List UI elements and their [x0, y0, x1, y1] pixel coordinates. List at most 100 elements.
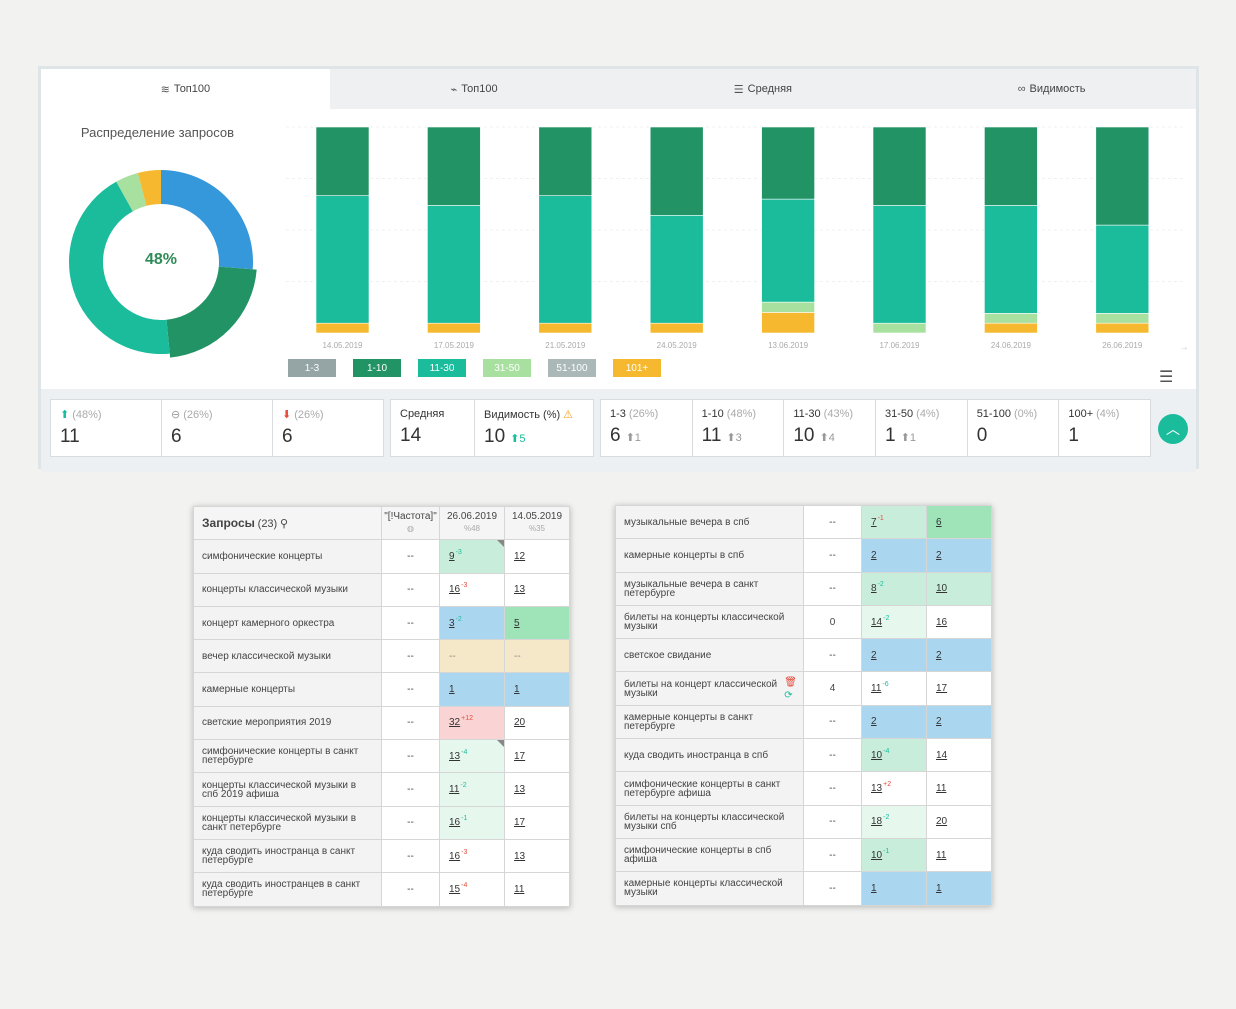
position-cell[interactable]: 8-2 — [861, 571, 927, 606]
position-link[interactable]: 1 — [936, 882, 942, 894]
position-link[interactable]: 5 — [514, 617, 520, 629]
position-cell[interactable]: 16 — [926, 604, 992, 640]
position-cell[interactable]: 10-4 — [861, 738, 927, 773]
position-link[interactable]: 11 — [936, 849, 947, 861]
query-cell[interactable]: билеты на концерты классической музыки с… — [615, 804, 804, 839]
query-cell[interactable]: симфонические концерты в спб афиша — [615, 837, 804, 873]
delete-icon[interactable]: 🗑 ⟳ — [784, 677, 797, 702]
query-cell[interactable]: концерты классической музыки — [193, 572, 382, 607]
query-cell[interactable]: билеты на концерты классической музыки — [615, 604, 804, 640]
position-cell[interactable]: 2 — [926, 704, 992, 740]
bar-segment[interactable] — [1095, 313, 1150, 324]
position-cell[interactable]: 1 — [439, 672, 505, 707]
position-link[interactable]: 2 — [936, 716, 942, 728]
position-cell[interactable]: 10-1 — [861, 837, 927, 873]
position-cell[interactable]: 20 — [926, 804, 992, 839]
position-cell[interactable]: 12 — [504, 539, 570, 574]
query-cell[interactable]: вечер классической музыки — [193, 639, 382, 674]
position-link[interactable]: 17 — [514, 817, 526, 829]
position-link[interactable]: 2 — [936, 649, 942, 661]
position-cell[interactable]: 1 — [861, 871, 927, 906]
position-link[interactable]: 12 — [514, 550, 526, 562]
query-cell[interactable]: светские мероприятия 2019 — [193, 705, 382, 741]
position-cell[interactable]: -- — [504, 639, 570, 674]
query-cell[interactable]: светское свидание — [615, 638, 804, 673]
bar-segment[interactable] — [872, 205, 927, 324]
bar-segment[interactable] — [984, 205, 1038, 314]
position-link[interactable]: 3 — [449, 617, 455, 629]
tab-top100-trend[interactable]: ⌁ Топ100 — [330, 69, 619, 109]
legend-item[interactable]: 101+ — [613, 359, 661, 377]
position-link[interactable]: 11 — [514, 883, 525, 895]
bar-segment[interactable] — [538, 126, 593, 196]
position-link[interactable]: 10 — [936, 583, 948, 595]
range-stat[interactable]: 100+ (4%) 1 — [1059, 400, 1150, 456]
query-cell[interactable]: билеты на концерт классической музыки 🗑 ⟳ — [615, 671, 804, 706]
position-cell[interactable]: 3-2 — [439, 605, 505, 641]
tab-average[interactable]: ☰ Средняя — [619, 69, 908, 109]
position-cell[interactable]: 2 — [861, 704, 927, 740]
position-link[interactable]: 1 — [449, 684, 455, 696]
bar-segment[interactable] — [649, 322, 704, 334]
position-cell[interactable]: 11-2 — [439, 772, 505, 807]
donut-segment-1-10[interactable] — [166, 266, 257, 358]
position-link[interactable]: 13 — [514, 784, 526, 796]
bar-segment[interactable] — [872, 126, 927, 206]
query-cell[interactable]: концерт камерного оркестра — [193, 605, 382, 641]
position-link[interactable]: 13 — [514, 850, 526, 862]
position-link[interactable]: 11 — [871, 683, 882, 695]
position-link[interactable]: 2 — [871, 549, 877, 561]
position-link[interactable]: 13 — [871, 783, 883, 795]
position-link[interactable]: 16 — [449, 817, 461, 829]
bar-segment[interactable] — [1095, 322, 1150, 334]
query-cell[interactable]: куда сводить иностранца в санкт петербур… — [193, 838, 382, 874]
position-cell[interactable]: 2 — [926, 538, 992, 573]
position-link[interactable]: 14 — [936, 749, 948, 761]
bar-segment[interactable] — [761, 312, 815, 334]
position-link[interactable]: 17 — [936, 683, 948, 695]
position-link[interactable]: 16 — [449, 850, 461, 862]
search-icon[interactable]: ⚲ — [280, 518, 289, 531]
query-cell[interactable]: музыкальные вечера в санкт петербурге — [615, 571, 804, 606]
average-stat[interactable]: Средняя 14 — [391, 400, 475, 456]
legend-item[interactable]: 51-100 — [548, 359, 596, 377]
position-cell[interactable]: 17 — [504, 739, 570, 774]
arrow-right-icon[interactable]: → — [1179, 342, 1189, 353]
bar-segment[interactable] — [315, 126, 370, 196]
position-link[interactable]: 13 — [449, 750, 461, 762]
position-cell[interactable]: -- — [439, 639, 505, 674]
position-cell[interactable]: 5 — [504, 605, 570, 641]
bar-segment[interactable] — [315, 322, 370, 334]
hamburger-menu-icon[interactable]: ☰ — [1159, 369, 1174, 386]
legend-item[interactable]: 31-50 — [483, 359, 531, 377]
visibility-stat[interactable]: Видимость (%) ⚠ 10 ⬆5 — [475, 400, 593, 456]
query-cell[interactable]: концерты классической музыки в санкт пет… — [193, 805, 382, 840]
queries-header[interactable]: Запросы (23) ⚲ — [193, 505, 382, 541]
position-cell[interactable]: 2 — [861, 638, 927, 673]
bar-segment[interactable] — [427, 205, 481, 324]
position-cell[interactable]: 9-3 — [439, 539, 505, 574]
query-cell[interactable]: камерные концерты в санкт петербурге — [615, 704, 804, 740]
position-link[interactable]: 13 — [514, 584, 526, 596]
position-link[interactable]: 20 — [514, 717, 526, 729]
query-cell[interactable]: куда сводить иностранцев в санкт петербу… — [193, 872, 382, 907]
query-cell[interactable]: камерные концерты классической музыки — [615, 871, 804, 906]
position-cell[interactable]: 2 — [926, 638, 992, 673]
bar-segment[interactable] — [984, 322, 1038, 334]
position-cell[interactable]: 15-4 — [439, 872, 505, 907]
position-link[interactable]: 18 — [871, 816, 883, 828]
donut-segment-101+[interactable] — [137, 170, 161, 206]
bar-segment[interactable] — [649, 126, 704, 216]
position-link[interactable]: 17 — [514, 750, 526, 762]
position-cell[interactable]: 18-2 — [861, 804, 927, 839]
position-link[interactable]: 1 — [514, 684, 520, 696]
position-link[interactable]: 10 — [871, 749, 883, 761]
tab-visibility[interactable]: ∞ Видимость — [907, 69, 1196, 109]
query-cell[interactable]: музыкальные вечера в спб — [615, 504, 804, 540]
bar-segment[interactable] — [1095, 224, 1150, 314]
query-cell[interactable]: симфонические концерты — [193, 539, 382, 574]
position-link[interactable]: 16 — [449, 584, 461, 596]
improved-stat[interactable]: ⬆ (48%) 11 — [51, 400, 162, 456]
position-cell[interactable]: 14 — [926, 738, 992, 773]
position-cell[interactable]: 13 — [504, 572, 570, 607]
